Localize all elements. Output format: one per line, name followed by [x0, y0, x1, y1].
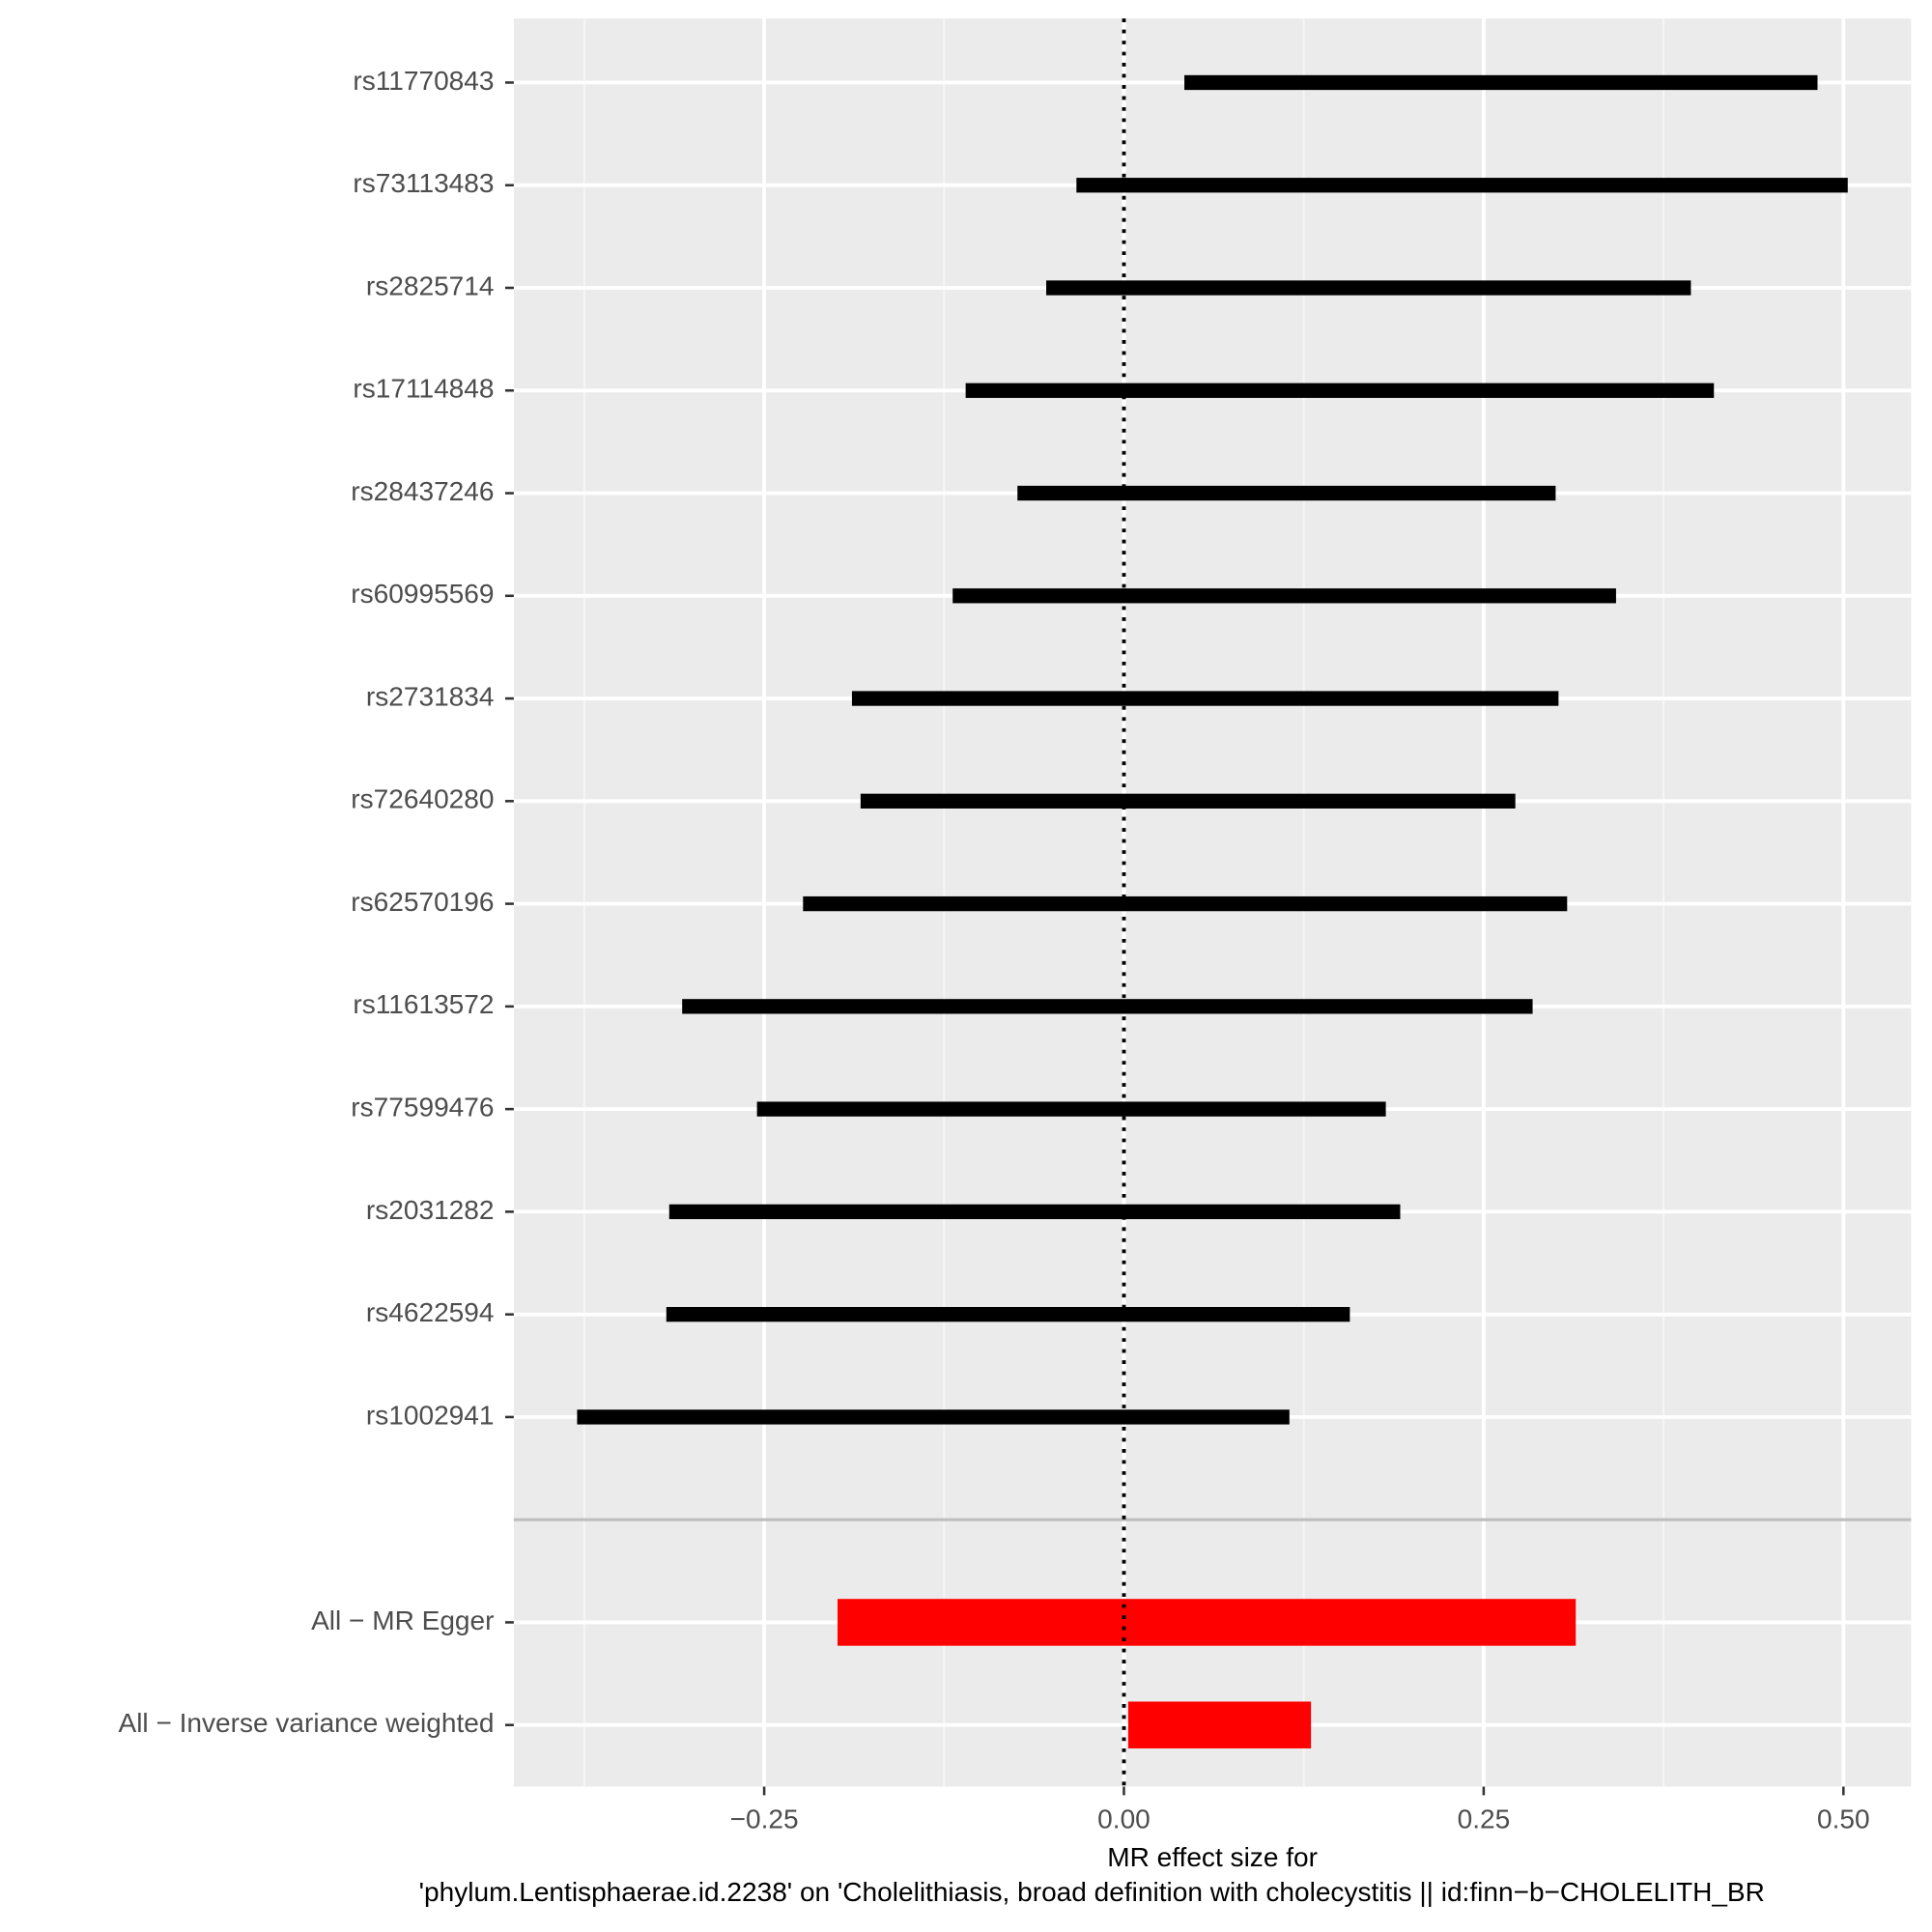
estimate-point	[1201, 693, 1211, 704]
y-tick-label: rs17114848	[353, 374, 494, 404]
y-tick-label: rs72640280	[351, 784, 494, 814]
x-axis-title: 'phylum.Lentisphaerae.id.2238' on 'Chole…	[419, 1877, 1765, 1907]
y-tick-label: All − Inverse variance weighted	[118, 1708, 494, 1738]
estimate-point	[1457, 180, 1467, 190]
y-tick-label: rs11770843	[353, 66, 494, 96]
y-tick-label: rs2031282	[366, 1195, 495, 1225]
y-tick-label: rs62570196	[351, 887, 494, 917]
estimate-point	[1030, 1207, 1040, 1217]
estimate-point	[1201, 1617, 1211, 1628]
y-tick-label: rs2825714	[366, 270, 495, 300]
y-tick-label: rs77599476	[351, 1093, 494, 1122]
x-axis-title: MR effect size for	[1107, 1842, 1318, 1872]
estimate-point	[1334, 385, 1346, 396]
y-tick-label: rs4622594	[366, 1297, 495, 1327]
estimate-point	[927, 1411, 938, 1423]
x-tick-label: −0.25	[730, 1804, 799, 1834]
estimate-point	[1065, 1104, 1076, 1115]
estimate-point	[1103, 1001, 1114, 1011]
x-tick-label: 0.00	[1097, 1804, 1151, 1834]
y-tick-label: rs1002941	[366, 1400, 495, 1430]
estimate-point	[1494, 77, 1505, 88]
x-tick-label: 0.25	[1458, 1804, 1511, 1834]
estimate-point	[1004, 1309, 1014, 1320]
estimate-point	[1363, 282, 1374, 294]
y-tick-label: rs11613572	[353, 989, 494, 1019]
y-tick-label: rs28437246	[351, 476, 494, 506]
estimate-point	[1179, 898, 1190, 909]
y-tick-label: rs60995569	[351, 579, 494, 609]
y-tick-label: rs2731834	[366, 681, 495, 711]
estimate-point	[1278, 590, 1289, 601]
estimate-point	[1183, 796, 1194, 807]
estimate-point	[1281, 488, 1292, 498]
x-tick-label: 0.50	[1817, 1804, 1870, 1834]
y-tick-label: rs73113483	[353, 168, 494, 198]
estimate-point	[1215, 1719, 1226, 1730]
y-tick-label: All − MR Egger	[311, 1605, 494, 1635]
